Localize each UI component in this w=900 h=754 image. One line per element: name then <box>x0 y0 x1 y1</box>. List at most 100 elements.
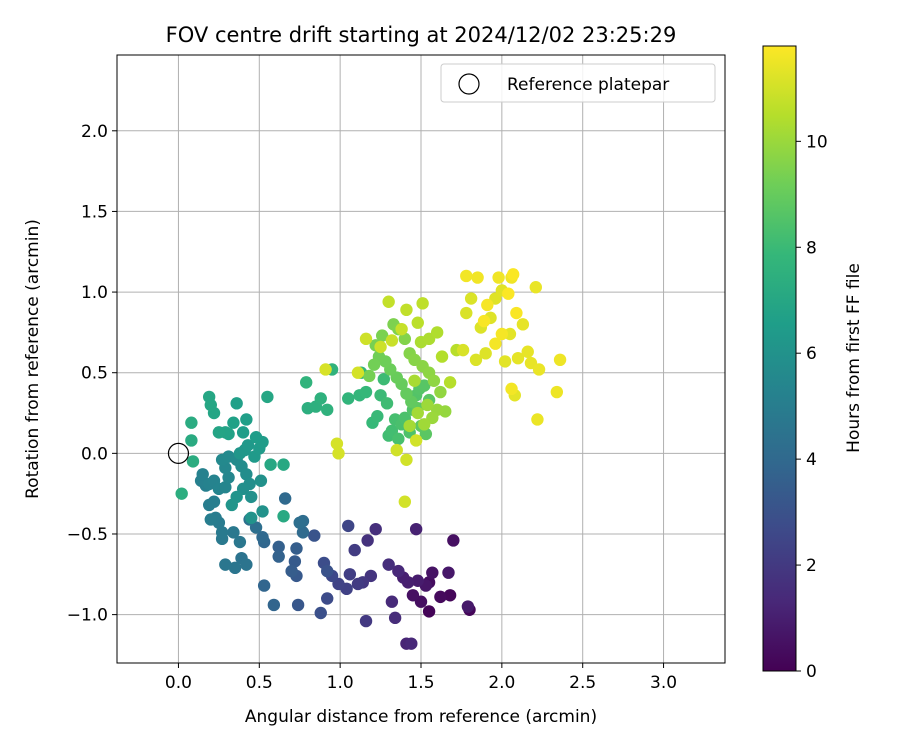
data-point <box>481 298 494 312</box>
x-axis-ticks: 0.0 0.5 1.0 1.5 2.0 2.5 3.0 <box>165 663 677 693</box>
data-point <box>215 526 229 539</box>
data-point <box>492 271 505 284</box>
colorbar-label: Hours from first FF file <box>844 263 864 453</box>
data-point <box>422 605 436 618</box>
data-point <box>342 519 355 533</box>
data-point <box>296 526 310 539</box>
data-point <box>506 268 520 281</box>
legend-marker-icon <box>458 73 480 95</box>
data-point <box>411 574 424 587</box>
data-point <box>332 447 345 460</box>
data-point <box>531 413 544 426</box>
data-point <box>186 455 200 468</box>
data-point <box>529 281 543 294</box>
data-point <box>321 403 334 417</box>
colorbar-tick-label: 8 <box>806 238 817 258</box>
colorbar-tick-label: 2 <box>806 556 817 576</box>
y-tick-label: −1.0 <box>67 606 108 626</box>
data-point <box>278 492 292 505</box>
data-point <box>359 385 373 399</box>
data-point <box>361 534 374 547</box>
data-point <box>382 295 395 308</box>
data-point <box>291 598 305 612</box>
y-tick-label: 0.0 <box>81 444 108 464</box>
data-point <box>418 418 431 431</box>
data-point <box>405 637 418 650</box>
data-point <box>175 487 188 500</box>
x-axis-label: Angular distance from reference (arcmin) <box>245 707 597 727</box>
data-point <box>427 374 441 387</box>
data-point <box>385 334 399 347</box>
data-point <box>434 590 447 604</box>
data-point <box>411 316 424 329</box>
data-point <box>550 385 564 399</box>
data-point <box>442 566 455 579</box>
data-point <box>418 379 431 392</box>
data-point <box>502 287 515 300</box>
legend-entry-reference: Reference platepar <box>507 75 669 95</box>
data-point <box>351 577 365 591</box>
data-point <box>321 592 334 605</box>
data-point <box>510 306 523 320</box>
data-point <box>521 345 534 358</box>
colorbar: 0 2 4 6 8 10 Hours from first FF file <box>762 45 864 682</box>
data-point <box>288 555 302 568</box>
data-point <box>505 382 518 396</box>
data-point <box>314 392 327 405</box>
data-point <box>430 326 444 339</box>
colorbar-tick-label: 0 <box>806 662 817 682</box>
data-point <box>374 340 387 354</box>
data-point <box>479 347 492 360</box>
y-tick-label: 1.5 <box>81 202 108 222</box>
data-point <box>261 390 274 404</box>
x-tick-label: 0.5 <box>246 673 273 693</box>
data-point <box>196 468 209 481</box>
chart-title: FOV centre drift starting at 2024/12/02 … <box>166 23 677 47</box>
x-tick-label: 2.5 <box>569 673 596 693</box>
data-point <box>416 297 429 310</box>
data-point <box>351 366 365 379</box>
data-point <box>406 589 420 602</box>
data-point <box>236 426 250 439</box>
reference-platepar-marker <box>167 442 190 464</box>
x-tick-label: 2.0 <box>488 673 515 693</box>
data-point <box>359 332 373 346</box>
colorbar-ticks: 0 2 4 6 8 10 <box>796 132 828 682</box>
x-tick-label: 3.0 <box>650 673 677 693</box>
data-point <box>532 363 546 376</box>
data-point <box>245 511 258 525</box>
data-point <box>293 516 306 529</box>
data-point <box>308 529 321 542</box>
data-point <box>421 398 434 412</box>
data-point <box>495 327 509 341</box>
data-point <box>219 558 232 571</box>
legend-box <box>440 63 716 103</box>
data-point <box>395 322 408 336</box>
data-point <box>461 600 475 613</box>
y-axis-label: Rotation from reference (arcmin) <box>23 219 43 499</box>
data-point <box>411 406 424 420</box>
data-point <box>202 390 216 404</box>
data-point <box>408 374 421 387</box>
data-point <box>241 439 255 452</box>
data-point <box>369 522 382 536</box>
data-point <box>456 343 470 357</box>
data-point <box>400 453 413 466</box>
data-point <box>498 355 512 368</box>
data-point <box>285 564 298 578</box>
data-point <box>321 564 334 578</box>
data-point <box>240 413 253 426</box>
data-point <box>272 540 285 554</box>
data-points <box>175 268 567 650</box>
data-point <box>240 468 253 481</box>
data-point <box>367 358 381 371</box>
data-point <box>434 385 447 399</box>
data-point <box>225 498 239 512</box>
data-point <box>240 558 253 571</box>
data-point <box>443 589 457 602</box>
data-point <box>342 392 355 405</box>
data-point <box>222 471 235 484</box>
data-point <box>363 369 376 383</box>
data-point <box>464 292 478 305</box>
